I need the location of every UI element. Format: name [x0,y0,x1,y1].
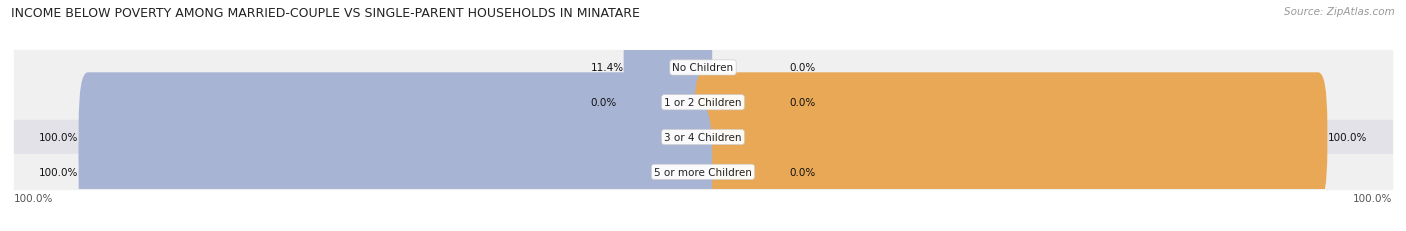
Text: 100.0%: 100.0% [14,194,53,204]
Text: 0.0%: 0.0% [789,63,815,73]
Bar [14,120,1392,155]
FancyBboxPatch shape [624,4,713,133]
Text: INCOME BELOW POVERTY AMONG MARRIED-COUPLE VS SINGLE-PARENT HOUSEHOLDS IN MINATAR: INCOME BELOW POVERTY AMONG MARRIED-COUPL… [11,7,640,20]
Bar [14,85,1392,120]
Text: No Children: No Children [672,63,734,73]
Text: 100.0%: 100.0% [1353,194,1392,204]
Text: 3 or 4 Children: 3 or 4 Children [664,132,742,143]
Bar [14,51,1392,85]
FancyBboxPatch shape [79,73,713,202]
Text: 5 or more Children: 5 or more Children [654,167,752,177]
Text: 1 or 2 Children: 1 or 2 Children [664,98,742,108]
Text: Source: ZipAtlas.com: Source: ZipAtlas.com [1284,7,1395,17]
Bar [14,155,1392,189]
FancyBboxPatch shape [79,108,713,231]
Text: 100.0%: 100.0% [39,167,79,177]
Text: 11.4%: 11.4% [591,63,624,73]
Text: 0.0%: 0.0% [789,167,815,177]
Text: 0.0%: 0.0% [591,98,617,108]
Text: 100.0%: 100.0% [1327,132,1367,143]
Text: 100.0%: 100.0% [39,132,79,143]
FancyBboxPatch shape [693,73,1327,202]
Text: 0.0%: 0.0% [789,98,815,108]
